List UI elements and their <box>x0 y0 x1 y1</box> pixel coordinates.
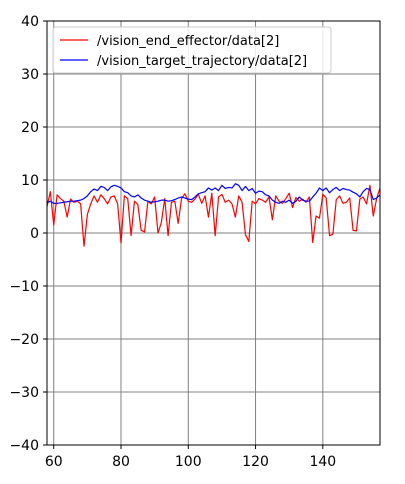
y-tick-label: −10 <box>9 279 39 295</box>
x-tick-label: 140 <box>309 454 336 470</box>
y-tick-label: 0 <box>30 226 39 242</box>
x-tick-label: 100 <box>175 454 202 470</box>
y-tick-label: 10 <box>21 173 39 189</box>
y-tick-label: −30 <box>9 385 39 401</box>
x-axis: 60 80 100 120 140 <box>45 445 336 470</box>
y-tick-label: 30 <box>21 67 39 83</box>
legend-box <box>52 26 332 74</box>
x-tick-label: 120 <box>242 454 269 470</box>
legend-label: /vision_end_effector/data[2] <box>97 34 279 49</box>
y-tick-label: 40 <box>21 14 39 30</box>
y-tick-label: −40 <box>9 438 39 454</box>
legend-label: /vision_target_trajectory/data[2] <box>97 54 307 69</box>
y-tick-label: 20 <box>21 120 39 136</box>
y-tick-label: −20 <box>9 332 39 348</box>
legend: /vision_end_effector/data[2] /vision_targ… <box>52 26 332 74</box>
series-layer <box>47 183 380 247</box>
series-line-1 <box>47 184 380 247</box>
grid-lines <box>47 20 380 446</box>
y-axis: −40 −30 −20 −10 0 10 20 30 40 <box>9 14 47 454</box>
x-tick-label: 80 <box>112 454 130 470</box>
x-tick-label: 60 <box>45 454 63 470</box>
series-line-2 <box>47 183 380 204</box>
